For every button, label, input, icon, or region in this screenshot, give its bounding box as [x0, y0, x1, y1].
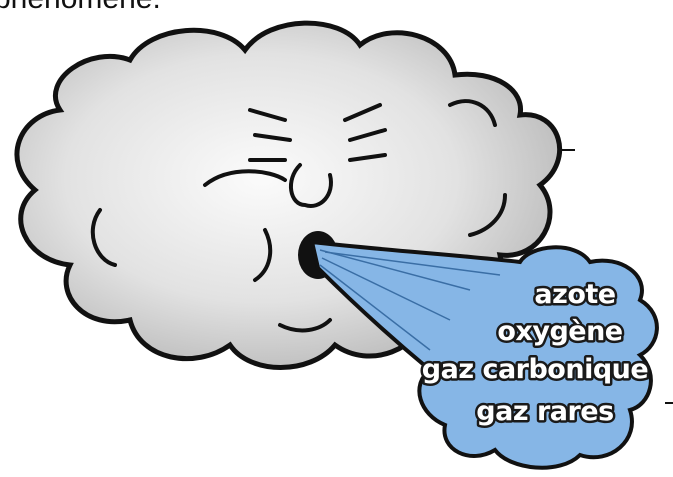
label: oxygène [497, 316, 622, 347]
page: {"header_fragment": "phénomène.", "label… [0, 0, 673, 477]
label: gaz carbonique [422, 354, 648, 385]
label: azote [534, 279, 615, 310]
illustration: phénomène. azote oxygène gaz carbonique … [0, 0, 673, 477]
header-fragment: phénomène. [0, 0, 161, 15]
label: gaz rares [476, 396, 613, 427]
